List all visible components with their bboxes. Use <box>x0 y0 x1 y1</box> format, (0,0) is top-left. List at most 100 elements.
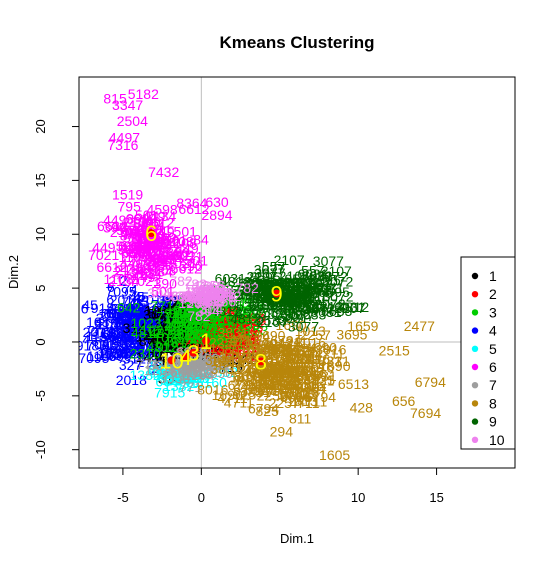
point-label: 6018 <box>170 364 201 380</box>
point-label: 2257 <box>277 372 308 388</box>
point-label: 2 <box>151 360 159 376</box>
point-label: 7095 <box>140 327 171 343</box>
point-label: 918 <box>149 326 173 342</box>
point-label: 3831 <box>268 375 299 391</box>
point-label: 771 <box>188 356 212 372</box>
point-label: 501 <box>164 232 188 248</box>
point-label: 8016 <box>249 365 280 381</box>
point-label: 6612 <box>145 251 176 267</box>
point-label: 7095 <box>138 322 169 338</box>
point-label: 7021 <box>140 246 171 262</box>
point-label: 875 <box>161 336 185 352</box>
point-label: 838 <box>212 303 236 319</box>
point-label: 4123 <box>207 326 238 342</box>
point-label: 57 <box>211 326 227 342</box>
point-label: 1013 <box>286 386 317 402</box>
point-label: 3121 <box>148 332 179 348</box>
point-label: 1033 <box>151 305 182 321</box>
point-label: 2 <box>127 302 135 318</box>
point-label: 2257 <box>264 362 295 378</box>
point-label: 1204 <box>144 362 175 378</box>
point-label: 1156 <box>173 332 203 348</box>
point-label: 2018 <box>101 306 132 322</box>
point-label: 4711 <box>293 345 323 361</box>
point-label: 2018 <box>98 316 129 332</box>
point-label: 74 <box>122 282 138 298</box>
point-label: 2257 <box>255 373 286 389</box>
point-label: 2018 <box>116 372 147 388</box>
point-label: 3121 <box>134 322 165 338</box>
point-label: 327 <box>124 309 148 325</box>
cluster-1-points: 5131410338752014145030266427195131410338… <box>123 291 257 387</box>
point-label: 1204 <box>198 358 229 374</box>
point-label: 74 <box>143 327 159 343</box>
point-label: 1013 <box>283 356 314 372</box>
point-label: 501 <box>116 238 140 254</box>
point-label-7432: 7432 <box>148 164 179 180</box>
point-label: 875 <box>216 299 240 315</box>
point-label: 103 <box>118 299 142 315</box>
point-label: 664 <box>175 363 199 379</box>
point-label: 4812 <box>215 295 246 311</box>
point-label: 3350 <box>186 358 217 374</box>
point-label: 925 <box>287 368 311 384</box>
point-label: 7714 <box>185 299 216 315</box>
point-label: 1013 <box>295 323 326 339</box>
point-label: 9153 <box>203 320 234 336</box>
point-label: 45 <box>143 347 159 363</box>
point-label: 8016 <box>258 352 289 368</box>
point-label: 4711 <box>269 365 299 381</box>
point-label: 3831 <box>240 384 271 400</box>
point-label: 2 <box>141 322 149 338</box>
point-label: 7915 <box>172 367 203 383</box>
point-label: 2257 <box>209 335 240 351</box>
point-label: 838 <box>204 311 228 327</box>
point-label: 557 <box>291 275 315 291</box>
y-tick-label: 15 <box>33 173 48 187</box>
point-label: 45 <box>154 336 170 352</box>
point-label: 7915 <box>162 370 193 386</box>
point-label: 4812 <box>163 334 194 350</box>
point-label: 6 <box>157 319 165 335</box>
point-label: 925 <box>230 333 254 349</box>
point-label: 782 <box>190 282 214 298</box>
point-label: 501 <box>130 246 154 262</box>
point-label: 6794 <box>286 364 317 380</box>
point-label: 838 <box>213 334 237 350</box>
point-label: 51 <box>198 291 214 307</box>
point-label: 664 <box>179 365 203 381</box>
legend-label-4: 4 <box>489 323 497 339</box>
point-label: 449 <box>142 209 166 225</box>
point-label: 8016 <box>214 354 245 370</box>
point-label: 501 <box>151 284 175 300</box>
point-label: 74 <box>127 334 143 350</box>
point-label: 103 <box>161 303 185 319</box>
point-label-2504: 2504 <box>117 113 148 129</box>
point-label: 390 <box>179 258 203 274</box>
point-label: 7095 <box>132 340 163 356</box>
point-label: 664 <box>173 363 197 379</box>
point-label: 6642 <box>225 327 256 343</box>
point-label: 8016 <box>296 366 327 382</box>
point-label: 1023 <box>184 310 215 326</box>
point-label: 4812 <box>149 325 180 341</box>
point-label: 2257 <box>248 345 279 361</box>
point-label: 660 <box>127 301 151 317</box>
point-label: 4123 <box>219 327 250 343</box>
point-label: 1013 <box>257 372 288 388</box>
point-label: 4123 <box>208 341 239 357</box>
x-tick-label: 15 <box>429 490 443 505</box>
point-label: 7021 <box>146 251 177 267</box>
centroid-1-label: 1 <box>200 329 212 354</box>
point-label: 4123 <box>206 325 237 341</box>
point-label: 2018 <box>116 328 147 344</box>
point-label: 1108 <box>136 236 166 252</box>
point-label: 390 <box>135 237 159 253</box>
point-label: 2 <box>155 335 163 351</box>
point-label: 8016 <box>288 370 319 386</box>
point-label: 2286 <box>212 331 243 347</box>
point-label: 5160 <box>161 372 192 388</box>
point-label: 302 <box>170 360 194 376</box>
point-label: 314 <box>123 320 147 336</box>
